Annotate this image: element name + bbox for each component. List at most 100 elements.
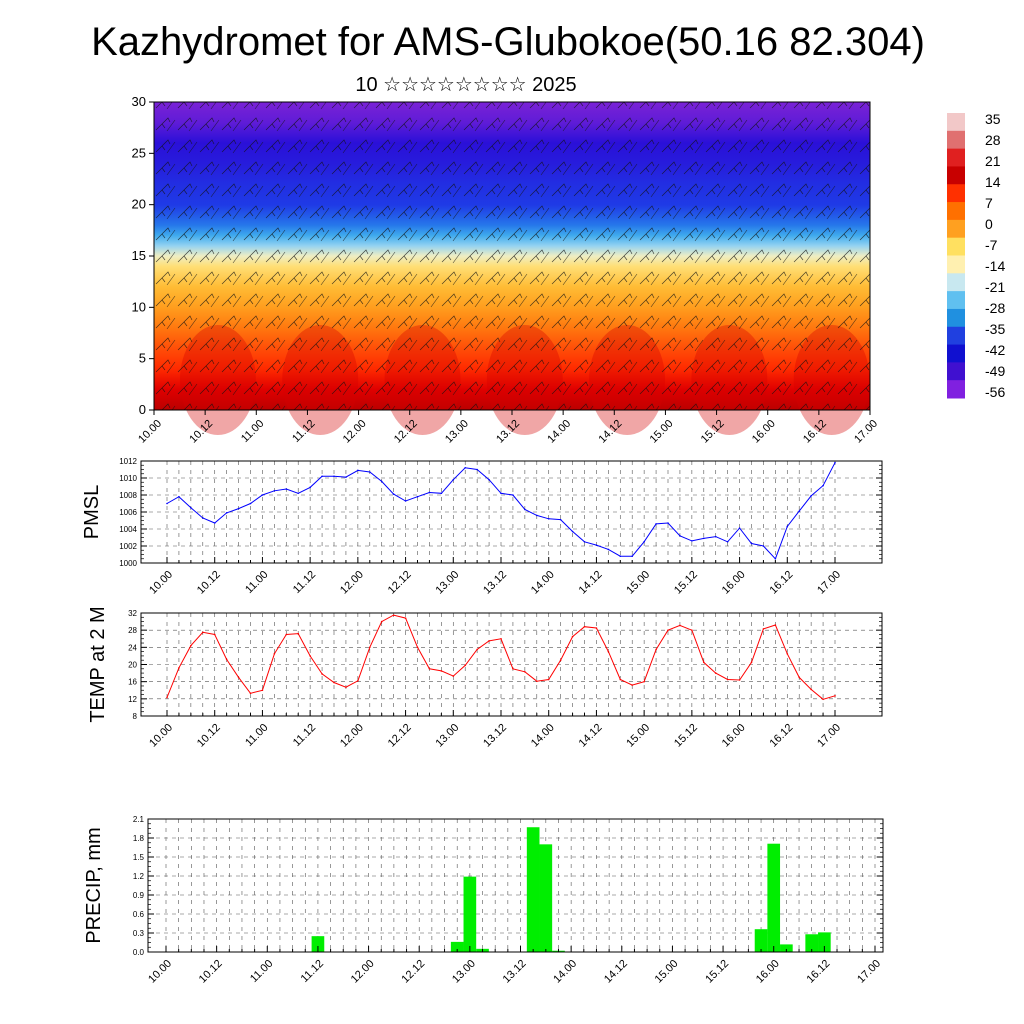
data-point xyxy=(822,698,824,701)
colorbar-swatch xyxy=(947,291,965,310)
x-tick-label: 10.12 xyxy=(195,569,223,597)
y-axis-title: PMSL xyxy=(81,485,103,539)
x-tick-label: 15.00 xyxy=(624,569,652,597)
data-point xyxy=(583,540,586,543)
data-point xyxy=(440,670,443,672)
x-tick-label: 10.12 xyxy=(197,958,225,986)
data-point xyxy=(476,468,478,471)
data-point xyxy=(595,627,598,629)
y-tick-label: 1004 xyxy=(119,525,137,534)
y-tick-label: 1010 xyxy=(119,474,137,483)
colorbar-swatch xyxy=(947,148,965,167)
data-point xyxy=(607,548,610,551)
y-tick-label: 28 xyxy=(128,626,137,635)
x-tick-label: 13.00 xyxy=(443,418,471,446)
x-tick-label: 17.00 xyxy=(815,569,843,597)
data-point xyxy=(273,489,276,492)
x-tick-label: 16.00 xyxy=(720,569,748,597)
y-axis-title: PRECIP, mm xyxy=(83,827,105,943)
temp-2m-panel: 8 12 16 20 24 28 32 10.00 10.12 11.00 11.12 12.00 12… xyxy=(87,606,883,750)
data-point xyxy=(178,495,180,498)
data-point xyxy=(273,652,276,655)
data-point xyxy=(679,624,681,627)
data-point xyxy=(786,652,789,655)
colorbar-label: -7 xyxy=(985,237,998,253)
data-point xyxy=(428,491,431,494)
data-point xyxy=(201,517,204,519)
page-title: Kazhydromet for AMS-Glubokoe(50.16 82.30… xyxy=(91,20,925,64)
x-tick-label: 12.12 xyxy=(386,569,414,597)
data-point xyxy=(309,655,311,657)
x-tick-label: 13.12 xyxy=(481,569,509,597)
colorbar-swatch xyxy=(947,380,965,399)
x-tick-label: 11.12 xyxy=(299,958,326,985)
data-point xyxy=(237,676,240,679)
data-point xyxy=(380,620,383,623)
x-tick-label: 16.00 xyxy=(754,958,782,986)
x-tick-label: 15.00 xyxy=(648,418,676,446)
y-tick-label: 15 xyxy=(132,248,146,263)
data-point xyxy=(822,484,824,487)
colorbar-label: -35 xyxy=(985,321,1005,337)
data-point xyxy=(476,648,478,651)
colorbar-swatch xyxy=(947,130,965,150)
colorbar-label: 14 xyxy=(985,174,1001,190)
data-point xyxy=(738,679,741,681)
y-tick-label: 32 xyxy=(128,609,137,618)
data-point xyxy=(571,530,574,533)
precip-bar xyxy=(818,932,831,952)
x-tick-label: 11.00 xyxy=(243,569,270,596)
data-point xyxy=(225,512,228,514)
x-tick-label: 16.12 xyxy=(767,569,795,597)
x-tick-label: 17.00 xyxy=(852,418,880,446)
x-tick-label: 13.12 xyxy=(481,722,509,750)
precip-bar xyxy=(805,934,819,952)
x-tick-label: 13.12 xyxy=(501,958,529,986)
data-point xyxy=(225,658,228,661)
y-tick-label: 8 xyxy=(133,712,138,721)
data-point xyxy=(297,492,300,495)
data-point xyxy=(512,494,514,496)
colorbar-label: -49 xyxy=(985,363,1005,379)
x-tick-label: 14.12 xyxy=(602,958,630,986)
data-point xyxy=(750,661,753,664)
precip-bar xyxy=(780,944,793,952)
x-tick-label: 14.00 xyxy=(529,569,557,597)
temperature-colorbar: 35 28 21 14 7 0 -7 -14 -21 -28 -35 -42 -49 -56 xyxy=(947,111,1005,400)
x-tick-label: 11.12 xyxy=(291,722,318,749)
x-tick-label: 10.00 xyxy=(146,958,174,986)
y-tick-label: 1000 xyxy=(119,559,137,568)
data-point xyxy=(357,469,359,472)
data-point xyxy=(500,492,502,495)
data-point xyxy=(452,478,455,481)
data-point xyxy=(798,676,801,679)
precip-bar xyxy=(539,844,553,952)
x-tick-label: 12.12 xyxy=(399,958,427,986)
precip-bar xyxy=(450,941,464,952)
y-tick-label: 24 xyxy=(128,643,137,652)
data-point xyxy=(190,644,192,647)
data-point xyxy=(619,555,622,557)
x-tick-label: 10.12 xyxy=(195,722,223,750)
data-point xyxy=(774,557,777,560)
y-tick-label: 1012 xyxy=(119,457,137,466)
data-point xyxy=(261,494,264,496)
data-point xyxy=(321,673,323,675)
x-tick-label: 11.00 xyxy=(248,958,275,985)
y-tick-label: 1.2 xyxy=(133,872,145,881)
data-point xyxy=(345,686,347,689)
data-point xyxy=(631,555,634,557)
x-tick-label: 13.00 xyxy=(433,722,461,750)
data-point xyxy=(547,678,550,681)
x-tick-label: 10.00 xyxy=(136,418,164,446)
data-point xyxy=(583,625,586,628)
data-point xyxy=(714,535,717,538)
colorbar-swatch xyxy=(947,113,965,132)
data-point xyxy=(559,518,562,521)
y-tick-label: 20 xyxy=(132,197,146,212)
data-point xyxy=(774,624,777,626)
y-tick-label: 1008 xyxy=(119,491,137,500)
data-point xyxy=(607,650,610,653)
data-point xyxy=(416,495,419,498)
